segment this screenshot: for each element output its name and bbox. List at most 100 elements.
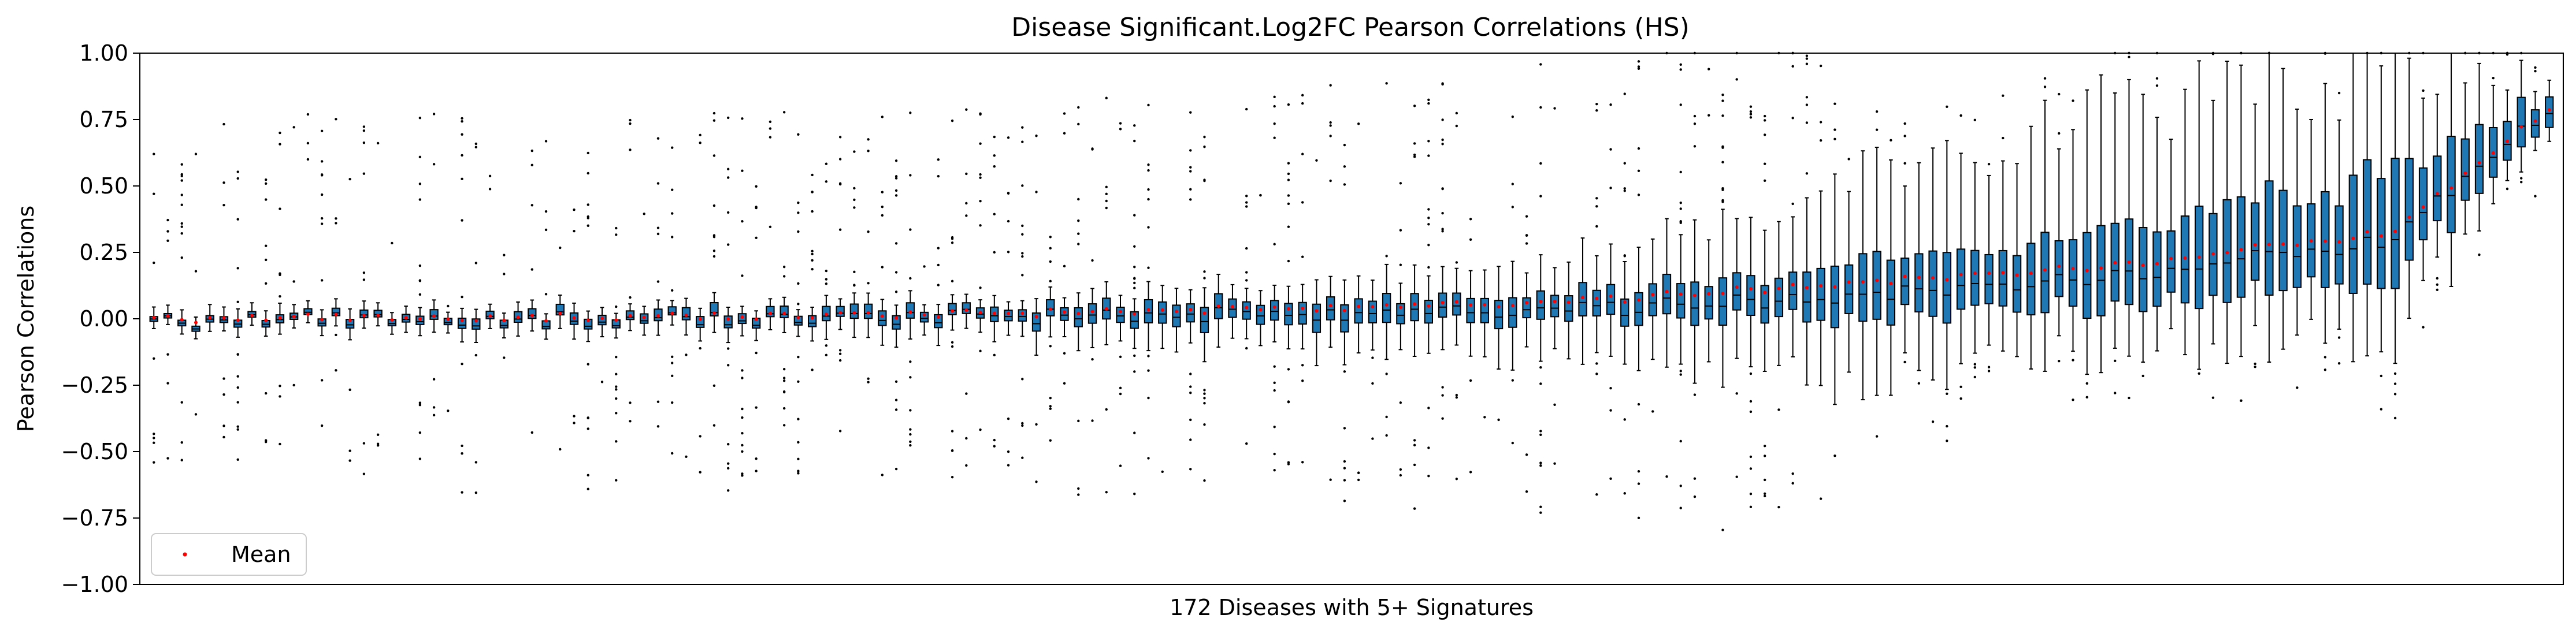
outlier-point bbox=[2436, 283, 2439, 286]
mean-markers bbox=[152, 108, 2551, 325]
mean-marker bbox=[1931, 276, 1935, 280]
box bbox=[1620, 298, 1630, 327]
mean-marker bbox=[1819, 284, 1823, 288]
box bbox=[1284, 303, 1293, 326]
mean-marker bbox=[530, 314, 534, 318]
outlier-point bbox=[615, 233, 618, 236]
outlier-point bbox=[530, 268, 533, 271]
outlier-point bbox=[320, 279, 324, 282]
mean-marker bbox=[334, 312, 338, 316]
mean-marker bbox=[1525, 301, 1529, 305]
box bbox=[2152, 231, 2162, 307]
box bbox=[1886, 259, 1896, 326]
outlier-point bbox=[264, 182, 268, 185]
mean-marker bbox=[978, 311, 982, 315]
outlier-point bbox=[1343, 460, 1346, 463]
outlier-point bbox=[236, 218, 239, 221]
outlier-point bbox=[699, 141, 701, 144]
outlier-point bbox=[1721, 114, 1724, 117]
outlier-point bbox=[1946, 392, 1948, 395]
legend-mean-marker bbox=[183, 552, 187, 557]
outlier-point bbox=[488, 174, 492, 178]
mean-marker bbox=[152, 315, 156, 319]
outlier-point bbox=[474, 461, 478, 464]
outlier-point bbox=[587, 416, 589, 420]
mean-marker bbox=[894, 316, 899, 320]
outlier-point bbox=[573, 422, 576, 424]
outlier-point bbox=[503, 254, 506, 256]
outlier-point bbox=[1105, 206, 1108, 210]
outlier-point bbox=[1203, 277, 1206, 280]
mean-marker bbox=[2183, 256, 2187, 260]
outlier-point bbox=[474, 262, 478, 265]
outlier-point bbox=[755, 236, 758, 239]
mean-marker bbox=[1651, 293, 1655, 297]
outlier-point bbox=[951, 280, 954, 283]
outlier-point bbox=[1147, 396, 1150, 400]
mean-marker bbox=[1301, 306, 1305, 310]
outlier-point bbox=[1035, 480, 1038, 483]
outlier-point bbox=[587, 151, 589, 155]
outlier-point bbox=[2534, 66, 2537, 69]
mean-marker bbox=[502, 318, 506, 322]
outlier-point bbox=[2422, 326, 2425, 329]
box bbox=[1060, 307, 1069, 321]
outlier-point bbox=[264, 440, 268, 444]
outlier-point bbox=[362, 271, 366, 274]
outlier-point bbox=[362, 125, 366, 128]
outlier-point bbox=[1679, 63, 1682, 66]
outlier-point bbox=[1077, 106, 1080, 109]
outlier-point bbox=[1133, 354, 1136, 357]
outlier-point bbox=[782, 377, 786, 379]
outlier-point bbox=[236, 353, 239, 356]
outlier-point bbox=[979, 224, 982, 227]
outlier-point bbox=[1021, 184, 1024, 187]
outlier-point bbox=[755, 457, 758, 460]
outlier-point bbox=[1147, 163, 1150, 166]
outlier-point bbox=[1273, 365, 1276, 368]
box bbox=[2516, 96, 2526, 148]
box bbox=[1732, 272, 1742, 311]
outlier-point bbox=[1946, 105, 1948, 109]
mean-marker bbox=[908, 310, 912, 314]
outlier-point bbox=[1021, 422, 1024, 425]
outlier-point bbox=[1917, 382, 1921, 385]
outlier-point bbox=[1329, 121, 1332, 124]
outlier-point bbox=[1721, 188, 1724, 191]
box bbox=[1634, 292, 1643, 326]
mean-marker bbox=[1553, 300, 1557, 304]
outlier-point bbox=[348, 449, 351, 452]
outlier-point bbox=[2296, 386, 2299, 389]
outlier-point bbox=[236, 267, 239, 270]
outlier-point bbox=[1693, 122, 1697, 125]
outlier-point bbox=[474, 146, 478, 148]
outlier-point bbox=[1539, 461, 1542, 464]
outlier-point bbox=[1441, 118, 1444, 121]
outlier-point bbox=[1735, 392, 1738, 395]
outlier-point bbox=[1371, 382, 1374, 385]
outlier-point bbox=[292, 126, 295, 129]
plot-area bbox=[149, 51, 2554, 531]
outlier-point bbox=[1623, 187, 1626, 190]
outlier-point bbox=[1007, 464, 1010, 467]
outlier-point bbox=[1749, 493, 1753, 496]
box bbox=[1802, 271, 1812, 323]
outlier-point bbox=[1147, 103, 1150, 107]
outlier-point bbox=[432, 163, 436, 166]
outlier-point bbox=[1077, 243, 1080, 245]
outlier-point bbox=[335, 369, 337, 372]
box bbox=[1592, 289, 1601, 317]
outlier-point bbox=[965, 214, 968, 217]
box bbox=[1816, 267, 1825, 321]
outlier-point bbox=[1007, 136, 1010, 139]
outlier-point bbox=[1343, 500, 1346, 502]
outlier-point bbox=[1077, 198, 1080, 201]
outlier-point bbox=[881, 214, 884, 217]
outlier-point bbox=[1133, 277, 1136, 280]
outlier-point bbox=[279, 273, 281, 277]
outlier-point bbox=[222, 122, 225, 126]
chart-title: Disease Significant.Log2FC Pearson Corre… bbox=[1011, 13, 1690, 42]
mean-marker bbox=[796, 315, 800, 319]
outlier-point bbox=[474, 353, 478, 357]
outlier-point bbox=[180, 173, 183, 176]
